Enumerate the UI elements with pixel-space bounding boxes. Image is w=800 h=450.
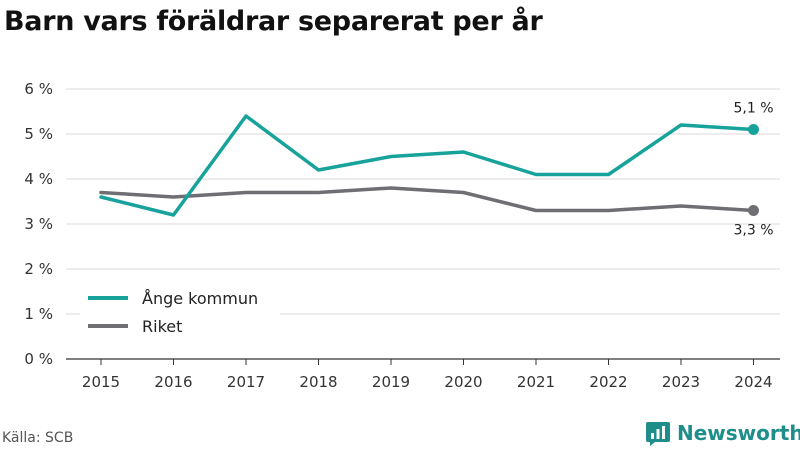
legend-label: Riket	[142, 317, 182, 336]
x-tick-label: 2024	[734, 373, 772, 391]
chart-title: Barn vars föräldrar separerat per år	[4, 6, 543, 37]
series-line-riket	[99, 186, 756, 213]
brand-name: Newsworthy	[677, 421, 800, 445]
x-tick-label: 2022	[589, 373, 627, 391]
y-tick-label: 1 %	[24, 305, 53, 323]
y-tick-label: 0 %	[24, 350, 53, 368]
x-tick-label: 2021	[517, 373, 555, 391]
y-tick-label: 4 %	[24, 170, 53, 188]
y-tick-label: 6 %	[24, 80, 53, 98]
series-line-ange-kommun	[99, 114, 756, 217]
end-value-label: 3,3 %	[733, 223, 773, 239]
legend-label: Ånge kommun	[142, 289, 258, 308]
end-value-label: 5,1 %	[733, 101, 773, 117]
x-tick-label: 2020	[444, 373, 482, 391]
brand-logo: Newsworthy	[645, 420, 800, 446]
x-tick-label: 2019	[372, 373, 410, 391]
y-tick-label: 5 %	[24, 125, 53, 143]
x-tick-label: 2016	[154, 373, 192, 391]
source-note: Källa: SCB	[2, 430, 74, 446]
x-tick-label: 2018	[299, 373, 337, 391]
legend-background	[80, 282, 280, 342]
y-tick-label: 2 %	[24, 260, 53, 278]
series-end-point	[748, 205, 759, 216]
x-tick-label: 2015	[82, 373, 120, 391]
newsworthy-logo-icon	[646, 422, 670, 446]
series-end-point	[748, 124, 759, 135]
y-tick-label: 3 %	[24, 215, 53, 233]
x-tick-label: 2023	[662, 373, 700, 391]
x-tick-label: 2017	[227, 373, 265, 391]
